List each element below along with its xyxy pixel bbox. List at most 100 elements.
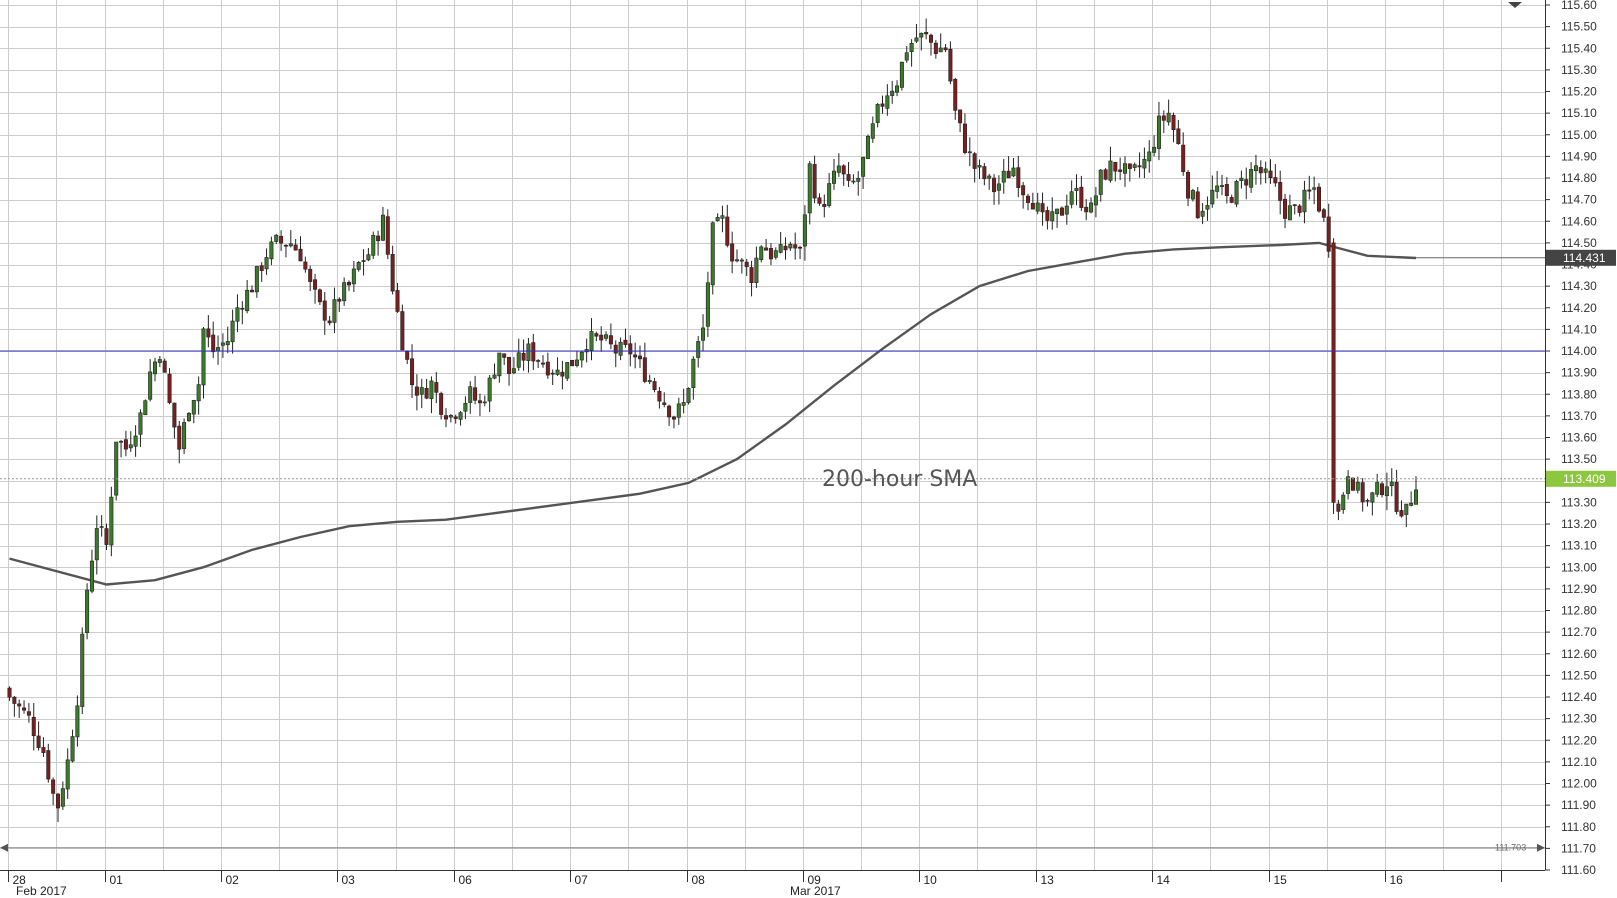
scroll-down-icon[interactable] bbox=[1508, 2, 1522, 8]
candle-down bbox=[327, 320, 332, 324]
candle-up bbox=[511, 368, 516, 374]
candle-up bbox=[987, 175, 992, 179]
candle-down bbox=[536, 360, 541, 362]
candle-down bbox=[1321, 209, 1326, 218]
y-tick-label: 114.50 bbox=[1561, 236, 1597, 250]
candle-up bbox=[201, 328, 206, 386]
candle-up bbox=[861, 156, 866, 177]
candle-up bbox=[60, 788, 65, 807]
y-tick-label: 113.20 bbox=[1561, 517, 1597, 531]
candle-down bbox=[992, 177, 997, 193]
candle-down bbox=[1292, 204, 1297, 206]
candle-down bbox=[1161, 115, 1166, 121]
candle-down bbox=[211, 334, 216, 353]
candle-down bbox=[439, 393, 444, 415]
candle-up bbox=[99, 526, 104, 528]
candle-down bbox=[822, 203, 827, 207]
candle-down bbox=[1026, 195, 1031, 203]
candle-down bbox=[477, 400, 482, 404]
candle-up bbox=[332, 299, 337, 323]
candle-down bbox=[36, 735, 41, 748]
candle-down bbox=[250, 289, 255, 293]
candle-up bbox=[114, 441, 119, 496]
candle-up bbox=[230, 320, 235, 343]
candle-up bbox=[1064, 205, 1069, 215]
y-tick-label: 113.30 bbox=[1561, 495, 1597, 509]
candle-up bbox=[589, 331, 594, 351]
candle-up bbox=[264, 257, 269, 270]
candle-up bbox=[710, 222, 715, 286]
candle-up bbox=[996, 183, 1001, 191]
candle-down bbox=[531, 342, 536, 362]
sma-price-label: 114.431 bbox=[1563, 251, 1606, 265]
y-tick-label: 111.80 bbox=[1561, 820, 1596, 834]
candle-up bbox=[1011, 167, 1016, 177]
x-tick-label: 13 bbox=[1041, 873, 1055, 887]
x-tick-label: 14 bbox=[1157, 873, 1171, 887]
reference-lines bbox=[0, 257, 1545, 852]
candle-down bbox=[671, 416, 676, 420]
y-tick-label: 111.90 bbox=[1561, 798, 1596, 812]
candle-up bbox=[274, 234, 279, 242]
y-tick-label: 112.80 bbox=[1561, 604, 1597, 618]
candle-up bbox=[220, 342, 225, 346]
candle-down bbox=[982, 166, 987, 180]
y-tick-label: 111.60 bbox=[1561, 863, 1596, 877]
candle-up bbox=[288, 243, 293, 247]
candle-up bbox=[380, 214, 385, 241]
y-tick-label: 114.30 bbox=[1561, 279, 1597, 293]
y-tick-label: 112.70 bbox=[1561, 625, 1597, 639]
x-tick-label: 06 bbox=[459, 873, 473, 887]
candle-up bbox=[1098, 169, 1103, 195]
candle-down bbox=[502, 353, 507, 358]
candle-down bbox=[1268, 170, 1273, 178]
candle-up bbox=[85, 589, 90, 633]
x-month-label: Feb 2017 bbox=[16, 884, 67, 898]
candle-up bbox=[604, 334, 609, 339]
candle-up bbox=[497, 352, 502, 377]
y-tick-label: 115.50 bbox=[1561, 20, 1597, 34]
candle-up bbox=[701, 327, 706, 341]
y-tick-label: 112.90 bbox=[1561, 582, 1597, 596]
candle-down bbox=[55, 793, 60, 809]
candle-down bbox=[385, 216, 390, 255]
candle-down bbox=[1079, 186, 1084, 208]
x-tick-label: 07 bbox=[575, 873, 589, 887]
candle-up bbox=[492, 374, 497, 379]
candle-down bbox=[846, 174, 851, 181]
candle-up bbox=[371, 235, 376, 256]
candle-down bbox=[1244, 179, 1249, 186]
candle-down bbox=[749, 267, 754, 284]
candle-down bbox=[633, 354, 638, 358]
candle-down bbox=[594, 333, 599, 337]
grid-lines bbox=[0, 0, 1545, 871]
candle-up bbox=[885, 95, 890, 109]
candle-down bbox=[298, 248, 303, 262]
candle-down bbox=[1118, 169, 1123, 172]
candle-down bbox=[1229, 197, 1234, 203]
candle-up bbox=[1263, 168, 1268, 173]
candle-up bbox=[1200, 210, 1205, 217]
candle-up bbox=[143, 400, 148, 416]
candle-up bbox=[807, 163, 812, 214]
candle-up bbox=[773, 250, 778, 258]
candle-down bbox=[337, 298, 342, 302]
candle-up bbox=[70, 736, 75, 762]
candle-down bbox=[395, 290, 400, 312]
candle-down bbox=[414, 386, 419, 396]
candle-down bbox=[521, 352, 526, 361]
y-tick-label: 113.00 bbox=[1561, 560, 1597, 574]
candle-up bbox=[1001, 170, 1006, 183]
y-tick-label: 112.10 bbox=[1561, 755, 1597, 769]
y-tick-label: 112.40 bbox=[1561, 690, 1597, 704]
candle-down bbox=[162, 360, 167, 373]
candle-up bbox=[254, 266, 259, 293]
candle-up bbox=[802, 214, 807, 247]
candle-down bbox=[550, 372, 555, 375]
candle-down bbox=[1103, 169, 1108, 180]
candle-up bbox=[919, 33, 924, 38]
candle-up bbox=[482, 401, 487, 404]
candle-down bbox=[953, 78, 958, 111]
sma-layer bbox=[9, 241, 1417, 586]
sma-200-line bbox=[9, 241, 1417, 586]
